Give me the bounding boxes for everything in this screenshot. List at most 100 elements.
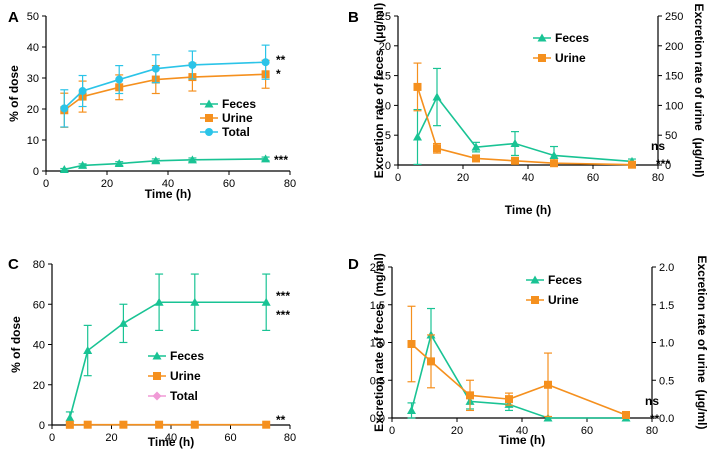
data-point xyxy=(65,413,75,422)
data-point xyxy=(622,410,630,419)
legend: Feces Urine xyxy=(526,273,582,307)
y2-axis-label: Excretion rate of urine (μg/ml) xyxy=(692,3,706,177)
y2-tick-label: 2.0 xyxy=(659,262,674,274)
legend-marker xyxy=(205,128,213,136)
series-line-urine xyxy=(410,343,627,416)
legend-marker xyxy=(204,99,214,108)
chart-panel-b: B0 20 40 60 800510152025050100150200250Time … xyxy=(348,3,706,217)
y-tick-label: 20 xyxy=(33,380,45,392)
y2-tick-label: 200 xyxy=(665,41,683,53)
legend-label: Urine xyxy=(222,111,253,125)
x-tick-label: 0 xyxy=(43,178,49,190)
legend-marker xyxy=(531,296,539,304)
series-feces xyxy=(59,154,271,173)
y-tick-label: 80 xyxy=(33,259,45,271)
series-urine xyxy=(65,420,271,429)
panel-label: C xyxy=(8,256,19,273)
y2-tick-label: 0.5 xyxy=(659,375,674,387)
data-point xyxy=(154,297,164,306)
legend-marker xyxy=(537,33,547,42)
series-line-feces xyxy=(410,332,626,419)
x-tick-label: 20 xyxy=(457,172,469,184)
data-point xyxy=(78,160,88,169)
y-tick-label: 50 xyxy=(27,11,39,23)
data-point xyxy=(511,156,519,165)
data-point xyxy=(187,155,197,164)
series-line-feces xyxy=(64,158,266,171)
data-point xyxy=(510,139,520,148)
y2-tick-label: 0 xyxy=(665,160,671,172)
data-point xyxy=(78,87,87,96)
x-tick-label: 40 xyxy=(516,425,528,437)
x-tick-label: 40 xyxy=(522,172,534,184)
chart-panel-c: C 0 20 40 60 80 0 20 40 60 80 Time (h) % of dose Fece… xyxy=(8,256,296,449)
x-tick-label: 0 xyxy=(389,425,395,437)
x-axis-label: Time (h) xyxy=(499,433,545,447)
data-point xyxy=(628,160,636,169)
y-tick-label: 10 xyxy=(27,135,39,147)
y2-tick-label: 100 xyxy=(665,100,683,112)
y-tick-label: 0.5 xyxy=(370,375,385,387)
x-tick-label: 60 xyxy=(581,425,593,437)
legend-label: Total xyxy=(222,125,250,139)
data-point xyxy=(261,297,271,306)
legend-marker xyxy=(152,351,162,360)
x-tick-label: 80 xyxy=(284,432,296,444)
data-point xyxy=(505,395,513,404)
x-tick-label: 80 xyxy=(284,178,296,190)
significance-label: ** xyxy=(276,413,286,427)
series-line-feces xyxy=(69,301,267,419)
y-tick-label: 30 xyxy=(27,73,39,85)
legend-label: Urine xyxy=(555,51,586,65)
chart-panel-d: D0 20 40 60 800.00.51.01.52.00.00.51.01.52.0… xyxy=(348,253,708,447)
y-tick-label: 0 xyxy=(33,166,39,178)
data-point xyxy=(60,104,69,113)
legend: Feces Urine xyxy=(533,31,589,65)
data-point xyxy=(407,340,416,349)
series-urine xyxy=(413,62,636,169)
y2-tick-label: 150 xyxy=(665,71,683,83)
y2-tick-label: 250 xyxy=(665,11,683,23)
x-tick-label: 20 xyxy=(101,178,113,190)
legend-label: Feces xyxy=(555,31,589,45)
y-tick-label: 40 xyxy=(27,42,39,54)
y-tick-label: 2.0 xyxy=(370,262,385,274)
x-tick-label: 60 xyxy=(224,432,236,444)
y-tick-label: 1.0 xyxy=(370,338,385,350)
data-point xyxy=(549,150,559,159)
significance-label: *** xyxy=(276,308,290,322)
legend-marker xyxy=(538,54,546,62)
data-point xyxy=(466,391,474,400)
legend-label: Urine xyxy=(548,293,579,307)
significance-label: ns xyxy=(645,394,659,408)
y-axis-label: Excretion rate of feces (μg/ml) xyxy=(372,3,386,178)
y2-tick-label: 1.5 xyxy=(659,300,674,312)
data-point xyxy=(427,357,435,366)
x-tick-label: 40 xyxy=(162,178,174,190)
legend-label: Urine xyxy=(170,369,201,383)
legend-label: Total xyxy=(170,389,198,403)
legend-marker xyxy=(205,114,213,122)
y-tick-label: 25 xyxy=(379,11,391,23)
panel-label: A xyxy=(8,9,19,26)
y-tick-label: 10 xyxy=(379,100,391,112)
series-line-urine xyxy=(416,86,633,166)
x-tick-label: 80 xyxy=(652,172,664,184)
legend-marker xyxy=(530,275,540,284)
series-urine xyxy=(407,305,630,419)
data-point xyxy=(407,405,416,414)
x-tick-label: 20 xyxy=(451,425,463,437)
x-tick-label: 40 xyxy=(165,432,177,444)
y-tick-label: 5 xyxy=(385,130,391,142)
y-tick-label: 1.5 xyxy=(370,300,385,312)
y-tick-label: 40 xyxy=(33,340,45,352)
data-point xyxy=(262,420,271,429)
y-axis-label: % of dose xyxy=(7,65,21,122)
data-point xyxy=(550,159,558,168)
y2-tick-label: 1.0 xyxy=(659,338,674,350)
x-axis-label: Time (h) xyxy=(505,203,551,217)
significance-label: ns xyxy=(651,139,665,153)
data-point xyxy=(261,58,270,67)
x-tick-label: 0 xyxy=(49,432,55,444)
